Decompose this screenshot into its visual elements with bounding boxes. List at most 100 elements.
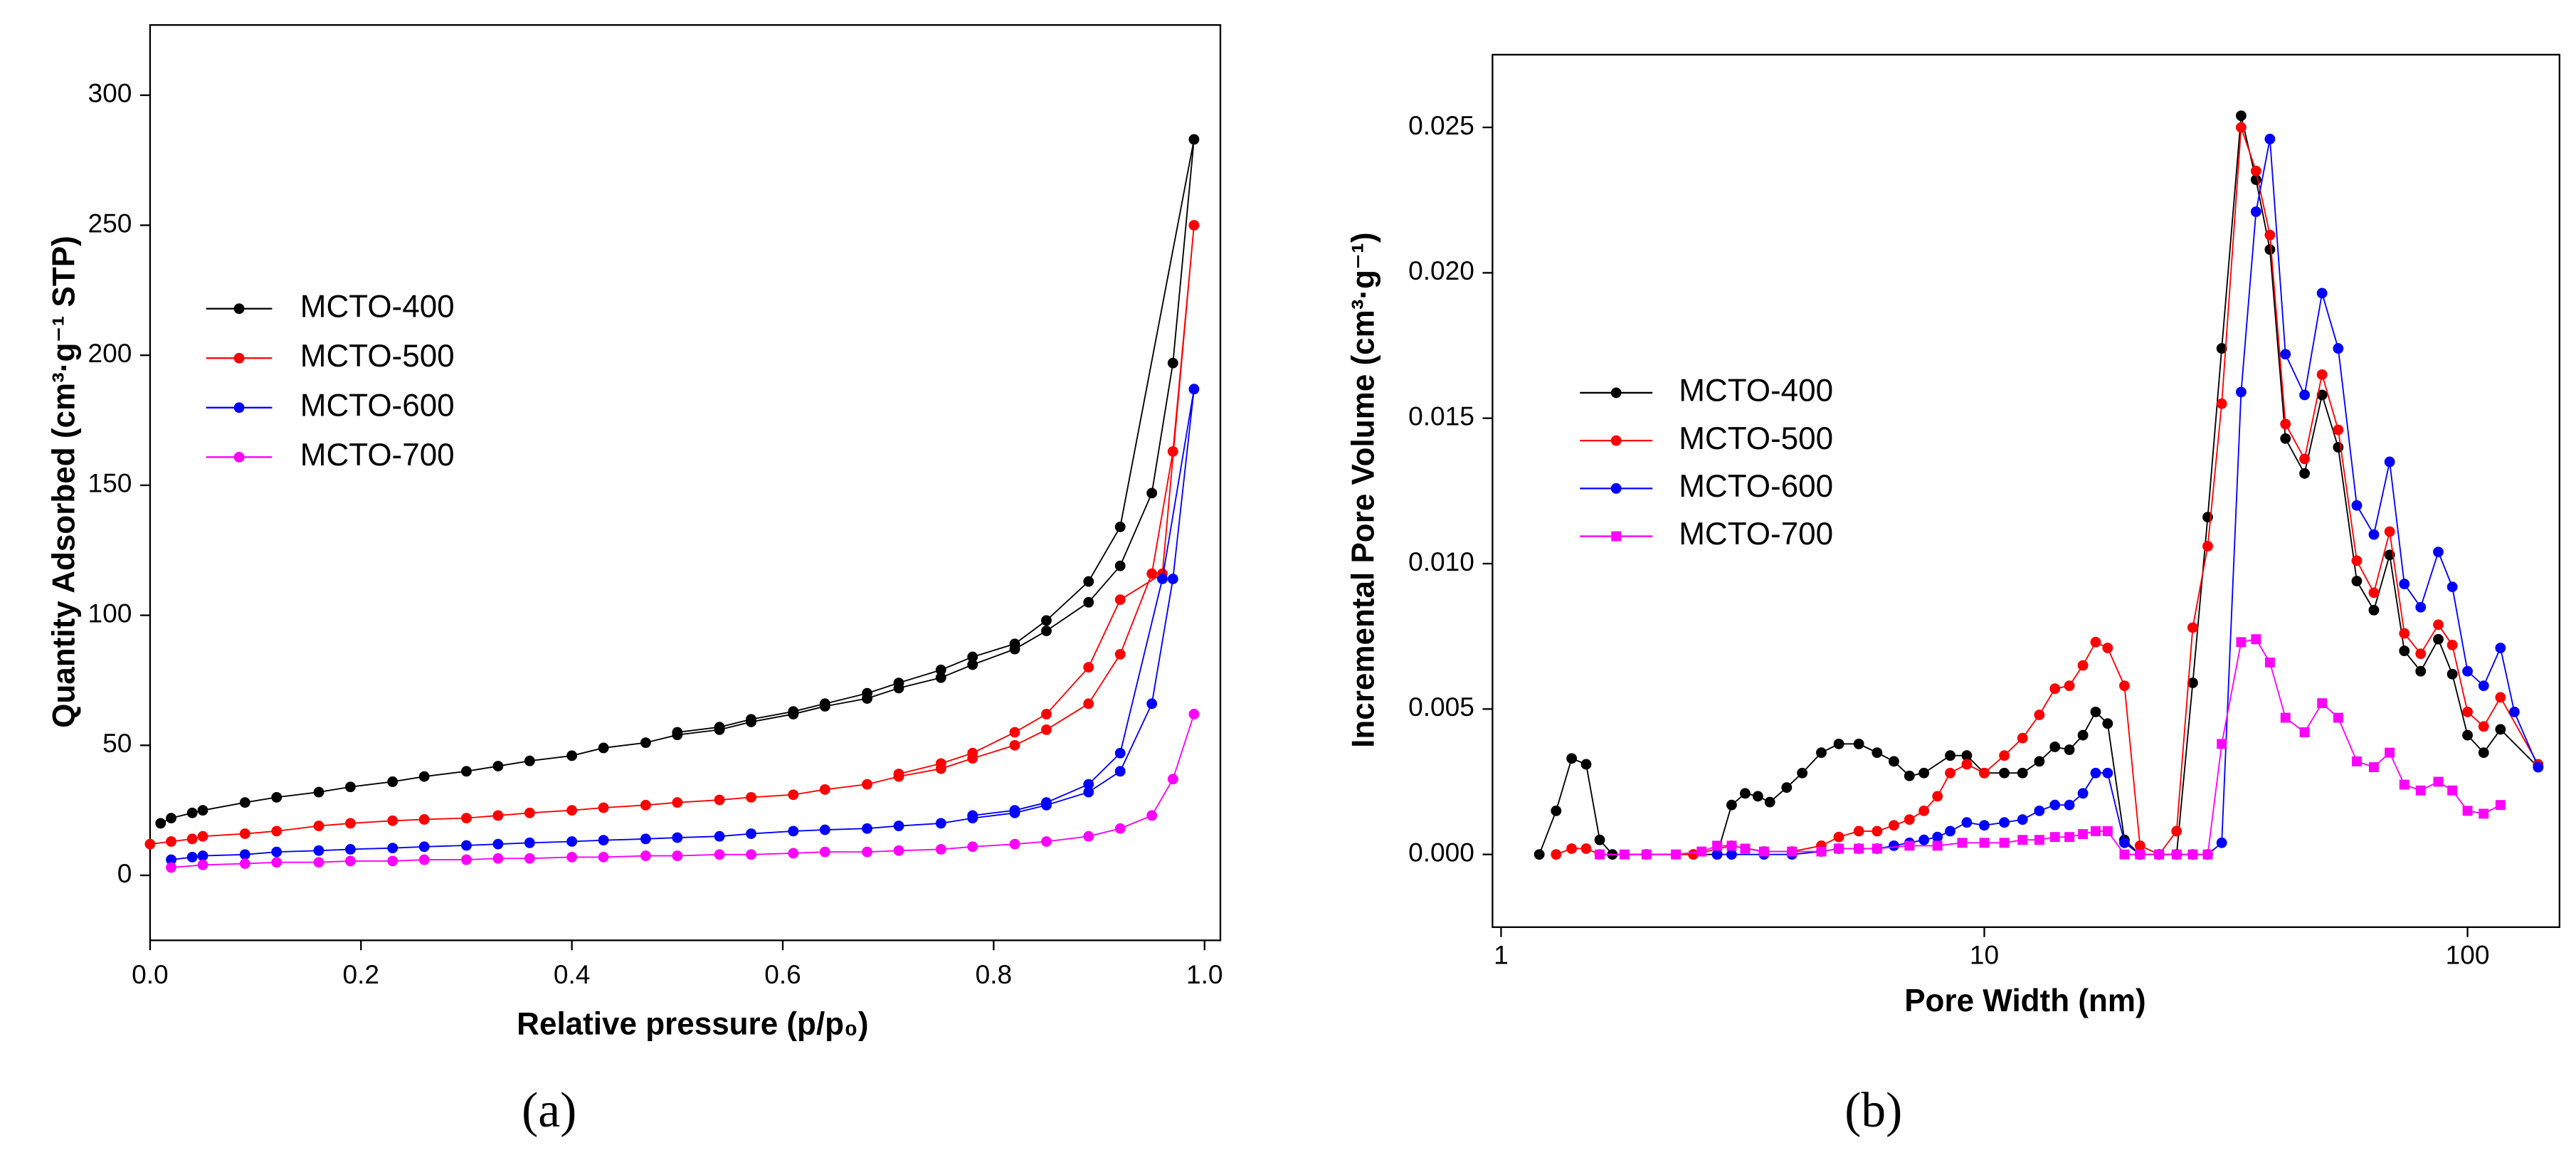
marker xyxy=(418,854,430,865)
marker xyxy=(1041,615,1052,626)
marker xyxy=(1594,834,1605,845)
marker xyxy=(2399,645,2410,657)
marker xyxy=(788,706,799,717)
marker xyxy=(271,826,283,837)
marker xyxy=(2415,785,2426,796)
y-tick-label: 300 xyxy=(88,78,132,108)
marker xyxy=(2102,826,2113,836)
marker xyxy=(714,830,725,842)
marker xyxy=(1726,840,1737,851)
marker xyxy=(598,802,609,813)
marker xyxy=(155,818,167,829)
marker xyxy=(166,836,176,847)
marker xyxy=(166,862,176,873)
marker xyxy=(2119,837,2130,848)
y-tick-label: 0 xyxy=(117,858,132,888)
legend-marker xyxy=(233,451,245,463)
legend-label: MCTO-700 xyxy=(1679,517,1833,552)
marker xyxy=(1009,727,1020,738)
marker xyxy=(2077,729,2089,741)
marker xyxy=(2216,398,2227,409)
marker xyxy=(2462,806,2473,816)
marker xyxy=(2299,453,2310,465)
marker xyxy=(2090,636,2101,648)
marker xyxy=(1083,576,1094,587)
marker xyxy=(2415,648,2427,660)
marker xyxy=(2316,389,2328,401)
marker xyxy=(714,849,725,860)
marker xyxy=(271,791,283,803)
marker xyxy=(313,821,324,831)
marker xyxy=(197,805,208,816)
marker xyxy=(2235,386,2247,398)
marker xyxy=(598,742,609,754)
marker xyxy=(186,833,198,845)
marker xyxy=(2446,668,2458,680)
marker xyxy=(1904,770,1915,781)
marker xyxy=(566,750,578,761)
y-tick-label: 0.000 xyxy=(1408,837,1474,867)
marker xyxy=(2034,710,2045,720)
y-tick-label: 0.005 xyxy=(1408,692,1474,722)
marker xyxy=(1083,786,1094,798)
marker xyxy=(2333,712,2343,723)
marker xyxy=(935,664,946,675)
marker xyxy=(1961,759,1973,770)
marker xyxy=(1872,747,1883,759)
marker xyxy=(1167,574,1178,584)
marker xyxy=(313,857,324,868)
x-tick-label: 0.6 xyxy=(764,959,801,989)
marker xyxy=(1787,846,1798,857)
marker xyxy=(2264,229,2276,241)
marker xyxy=(271,857,283,868)
plot-frame xyxy=(149,23,1222,942)
marker xyxy=(1853,826,1864,837)
marker xyxy=(2049,799,2061,811)
marker xyxy=(2446,640,2458,650)
marker xyxy=(239,858,250,869)
marker xyxy=(1534,849,1545,860)
marker xyxy=(672,850,683,862)
marker xyxy=(2280,349,2291,360)
marker xyxy=(492,810,504,821)
marker xyxy=(524,807,535,818)
marker xyxy=(2119,849,2130,860)
marker xyxy=(2250,165,2261,176)
marker xyxy=(197,859,208,870)
marker xyxy=(893,845,904,856)
marker xyxy=(1114,521,1126,532)
y-tick-label: 50 xyxy=(102,728,132,758)
legend-marker xyxy=(233,352,245,364)
marker xyxy=(418,814,430,825)
marker xyxy=(1009,739,1020,751)
marker xyxy=(2384,526,2395,537)
marker xyxy=(566,805,578,816)
marker xyxy=(2034,835,2044,845)
marker xyxy=(2119,680,2130,692)
marker xyxy=(598,852,609,863)
marker xyxy=(2091,826,2101,836)
marker xyxy=(935,844,946,855)
marker xyxy=(2102,718,2113,729)
marker xyxy=(2017,767,2028,779)
x-tick-label: 1.0 xyxy=(1186,959,1223,989)
legend-marker xyxy=(1610,435,1622,446)
marker xyxy=(387,855,398,867)
marker xyxy=(387,843,398,854)
marker xyxy=(1752,791,1763,802)
marker xyxy=(461,854,472,865)
legend-label: MCTO-700 xyxy=(300,438,455,473)
marker xyxy=(1816,747,1827,759)
marker xyxy=(1041,626,1052,636)
marker xyxy=(862,823,872,834)
y-axis-title: Incremental Pore Volume (cm³·g⁻¹) xyxy=(1346,232,1381,747)
marker xyxy=(819,846,830,858)
marker xyxy=(2368,529,2380,540)
marker xyxy=(2533,761,2544,773)
legend-label: MCTO-500 xyxy=(1679,421,1833,456)
marker xyxy=(746,714,756,725)
marker xyxy=(2369,762,2379,773)
marker xyxy=(2216,343,2227,354)
marker xyxy=(2433,776,2444,787)
marker xyxy=(2064,744,2075,755)
